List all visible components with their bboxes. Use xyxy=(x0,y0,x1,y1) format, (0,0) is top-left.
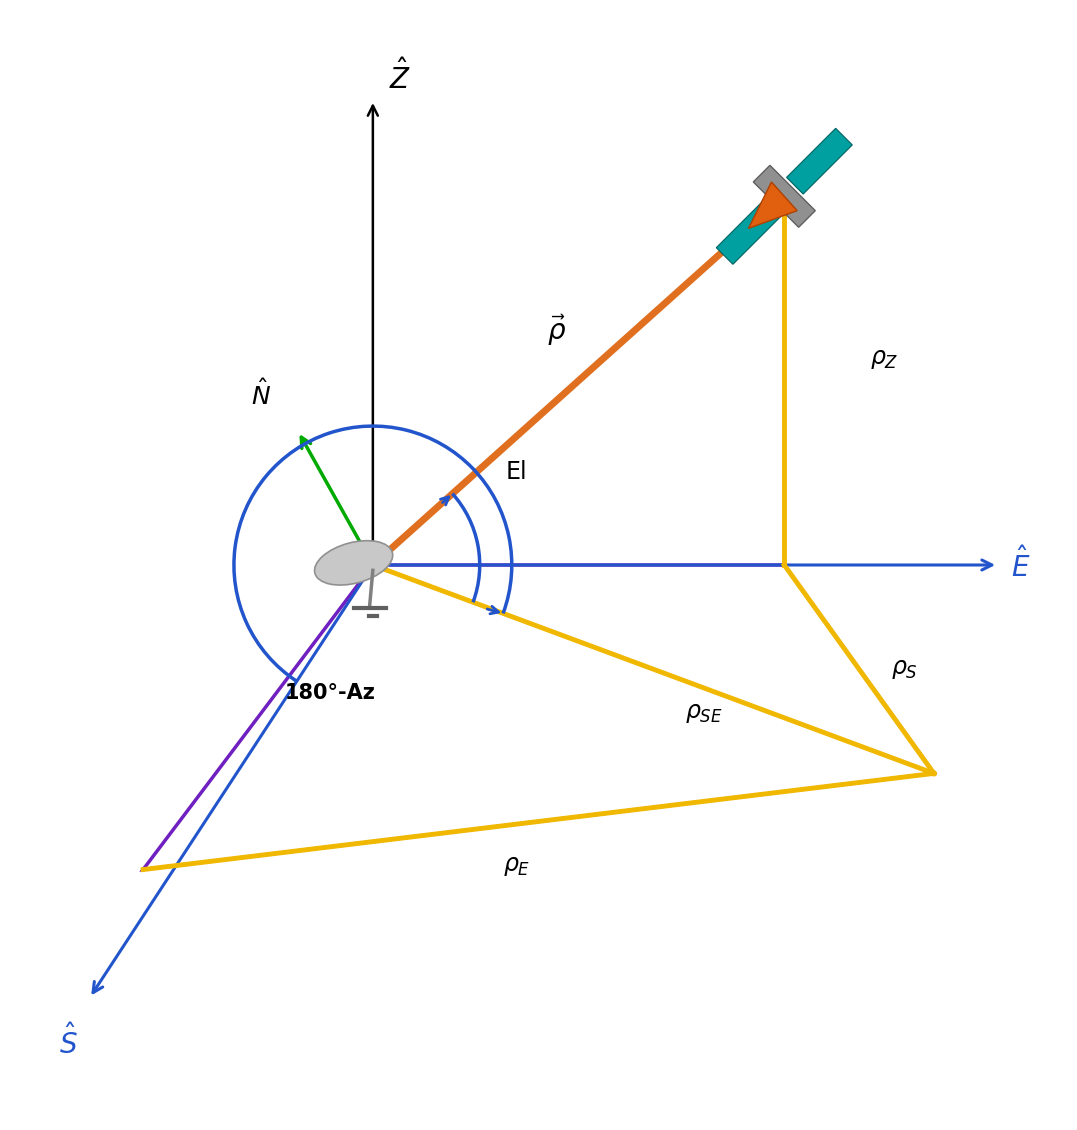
Polygon shape xyxy=(786,129,852,194)
Ellipse shape xyxy=(314,540,393,585)
Polygon shape xyxy=(749,182,797,228)
Polygon shape xyxy=(753,165,815,227)
Text: $\rho_E$: $\rho_E$ xyxy=(503,853,531,878)
Text: $\rho_{SE}$: $\rho_{SE}$ xyxy=(685,702,724,725)
Polygon shape xyxy=(716,199,782,264)
Text: El: El xyxy=(506,460,528,485)
Text: $\hat{S}$: $\hat{S}$ xyxy=(59,1025,78,1060)
Text: $\vec{\rho}$: $\vec{\rho}$ xyxy=(547,313,567,348)
Text: $\hat{Z}$: $\hat{Z}$ xyxy=(389,59,411,95)
Text: $\rho_Z$: $\rho_Z$ xyxy=(870,347,898,372)
Text: $\hat{E}$: $\hat{E}$ xyxy=(1011,547,1031,583)
Text: $\hat{N}$: $\hat{N}$ xyxy=(251,380,271,410)
Text: $\rho_S$: $\rho_S$ xyxy=(891,658,918,681)
Text: 180°-Az: 180°-Az xyxy=(284,683,376,703)
